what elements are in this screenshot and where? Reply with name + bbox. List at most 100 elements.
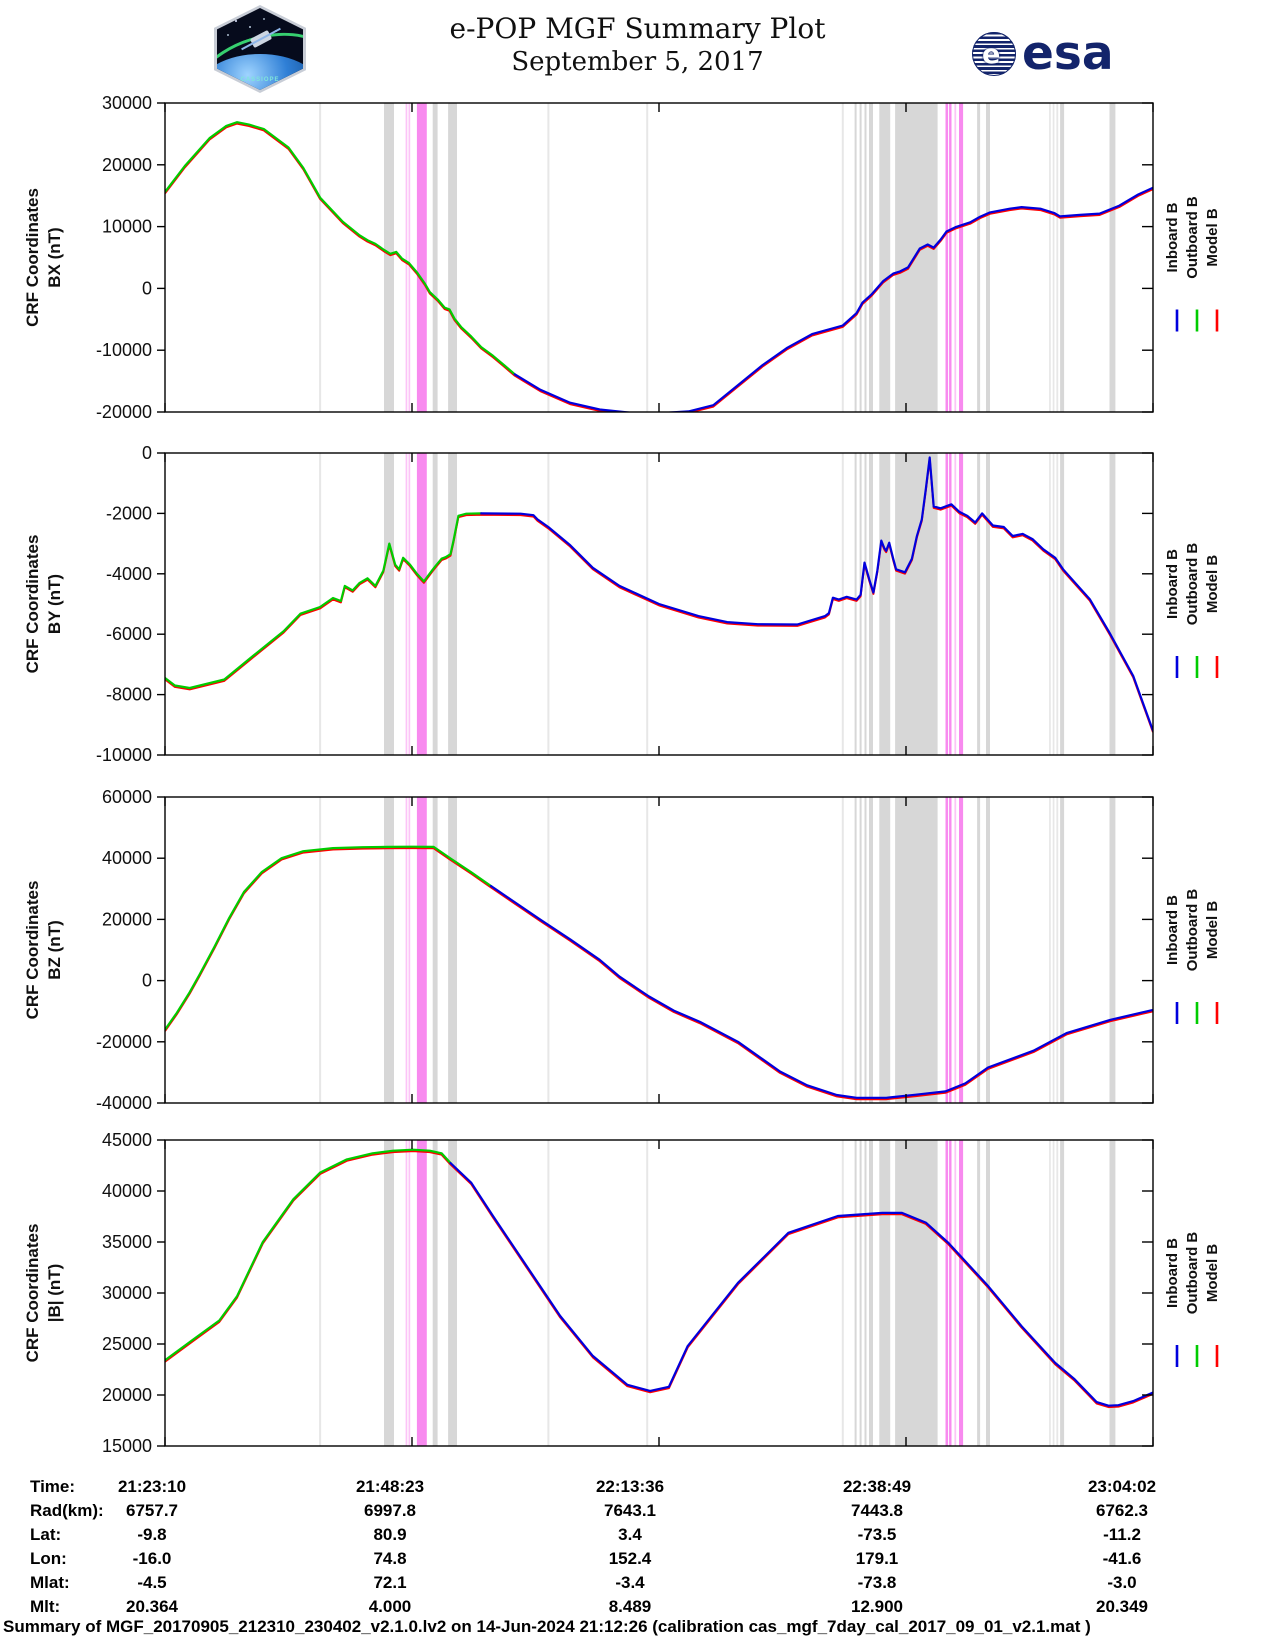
y-tick-label: 0: [142, 278, 152, 298]
legend-label: Model B: [1204, 901, 1221, 959]
model-b-line: [165, 122, 1153, 412]
legend-label: Model B: [1204, 555, 1221, 613]
y-axis-label: BZ (nT): [45, 920, 64, 979]
y-tick-label: -6000: [106, 624, 152, 644]
table-cell: -9.8: [137, 1525, 167, 1544]
gray-band: [384, 453, 394, 755]
faint-band: [1049, 103, 1051, 412]
gray-band: [869, 453, 873, 755]
y-tick-label: 20000: [102, 155, 152, 175]
pink-band: [408, 453, 411, 755]
magenta-band: [416, 1140, 427, 1446]
gray-band: [895, 453, 938, 755]
table-cell: 23:04:02: [1087, 1477, 1157, 1496]
faint-band: [1052, 103, 1055, 412]
y-tick-label: -40000: [96, 1093, 152, 1113]
faint-band: [319, 103, 322, 412]
gray-band: [854, 453, 857, 755]
pink-band: [954, 1140, 957, 1446]
outboard-b-line: [165, 121, 516, 376]
gray-band: [432, 1140, 438, 1446]
faint-band: [319, 1140, 322, 1446]
faint-band: [646, 103, 649, 412]
pink-band: [408, 103, 411, 412]
panel-by: 0 -2000 -4000 -6000 -8000 -10000 CRF Coordinat…: [23, 443, 1221, 765]
pink-band: [954, 103, 957, 412]
y-tick-label: 30000: [102, 93, 152, 113]
table-cell: 22:38:49: [842, 1477, 912, 1496]
faint-band: [841, 103, 844, 412]
y-tick-label: -2000: [106, 503, 152, 523]
faint-band: [1052, 797, 1055, 1103]
esa-logo-text: esa: [1022, 26, 1114, 81]
y-tick-label: -10000: [96, 745, 152, 765]
y-axis-label: CRF Coordinates: [23, 1224, 42, 1363]
gray-band: [1109, 103, 1116, 412]
y-axis-label: BY (nT): [45, 574, 64, 634]
faint-band: [547, 1140, 550, 1446]
gray-band: [859, 103, 862, 412]
table-cell: 3.4: [618, 1525, 642, 1544]
inboard-b-line: [480, 456, 1153, 732]
y-tick-label: 20000: [102, 909, 152, 929]
panel-bx-bands: [319, 103, 1116, 412]
y-axis-label: CRF Coordinates: [23, 881, 42, 1020]
table-cell: 22:13:36: [595, 1477, 665, 1496]
gray-band: [977, 1140, 981, 1446]
table-cell: -16.0: [132, 1549, 172, 1568]
pink-band: [954, 797, 957, 1103]
faint-band: [1056, 1140, 1059, 1446]
panel-bmag-box: [164, 1139, 1154, 1447]
gray-band: [448, 453, 457, 755]
table-row-label: Time:: [30, 1477, 76, 1496]
gray-band: [864, 103, 867, 412]
table-cell: -73.5: [857, 1525, 897, 1544]
gray-band: [448, 1140, 457, 1446]
y-tick-label: 30000: [102, 1283, 152, 1303]
page-date: September 5, 2017: [511, 47, 764, 77]
table-cell: 7643.1: [604, 1501, 656, 1520]
y-axis-label: |B| (nT): [45, 1264, 64, 1323]
magenta-band: [949, 1140, 952, 1446]
magenta-band: [949, 453, 952, 755]
table-cell: 4.000: [368, 1597, 412, 1616]
gray-band: [432, 453, 438, 755]
magenta-band: [945, 1140, 949, 1446]
y-tick-label: 20000: [102, 1385, 152, 1405]
y-tick-label: 15000: [102, 1436, 152, 1456]
pink-band: [408, 797, 411, 1103]
panel-bmag-series: [165, 1148, 1153, 1409]
y-tick-label: 40000: [102, 848, 152, 868]
model-b-line: [165, 457, 1153, 733]
esa-globe-icon: e: [972, 32, 1016, 76]
faint-band: [319, 453, 322, 755]
title-block: e-POP MGF Summary Plot September 5, 2017: [0, 12, 1275, 78]
pink-band: [954, 453, 957, 755]
panel-bz-bands: [319, 797, 1116, 1103]
faint-band: [547, 103, 550, 412]
table-cell: 21:23:10: [117, 1477, 187, 1496]
model-b-line: [165, 1150, 1153, 1409]
legend-label: Inboard B: [1164, 202, 1181, 272]
y-axis-label: CRF Coordinates: [23, 188, 42, 327]
gray-band: [895, 797, 938, 1103]
gray-band: [864, 453, 867, 755]
gray-band: [879, 453, 891, 755]
inboard-b-line: [449, 1161, 1153, 1407]
gray-band: [384, 1140, 394, 1446]
panel-bx-box: [164, 102, 1154, 413]
y-tick-label: -10000: [96, 340, 152, 360]
table-row-label: Mlt:: [30, 1597, 61, 1616]
panel-bx-series: [165, 121, 1153, 412]
gray-band: [859, 797, 862, 1103]
gray-band: [448, 103, 457, 412]
pink-band: [408, 1140, 411, 1446]
faint-band: [1049, 453, 1051, 755]
outboard-b-line: [165, 845, 493, 1031]
patch-mission-name: CASSIOPE: [240, 77, 280, 83]
legend-label: Outboard B: [1184, 543, 1201, 626]
table-cell: 20.364: [126, 1597, 178, 1616]
gray-band: [879, 103, 891, 412]
gray-band: [864, 797, 867, 1103]
